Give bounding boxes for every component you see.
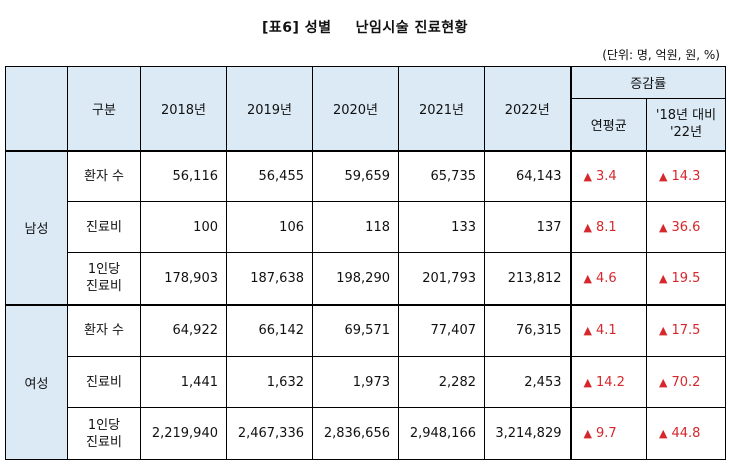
row-label: 1인당 진료비 — [67, 252, 141, 306]
row-label: 환자 수 — [67, 150, 141, 202]
table-row: 1인당 진료비 2,219,940 2,467,336 2,836,656 2,948,… — [6, 407, 726, 460]
value-cell: 1,441 — [140, 356, 227, 408]
header-change-vs: '18년 대비 '22년 — [646, 98, 726, 152]
value-cell: 137 — [484, 201, 571, 253]
row-label: 환자 수 — [67, 304, 141, 357]
value-cell: 100 — [140, 201, 227, 253]
title-main: 성별 — [304, 20, 332, 36]
value-cell: 1,973 — [312, 356, 399, 408]
change-value: 19.5 — [671, 270, 701, 286]
change-vs-cell: ▲ 17.5 — [646, 304, 726, 357]
header-year: 2019년 — [226, 66, 313, 152]
change-avg-cell: ▲ 4.1 — [569, 304, 647, 357]
header-blank — [5, 66, 68, 152]
header-year: 2021년 — [398, 66, 485, 152]
table-row: 1인당 진료비 178,903 187,638 198,290 201,793 213,8… — [6, 252, 726, 306]
up-triangle-icon: ▲ — [583, 271, 592, 285]
change-value: 4.6 — [595, 270, 617, 286]
value-cell: 118 — [312, 201, 399, 253]
value-cell: 64,922 — [140, 304, 227, 357]
value-cell: 178,903 — [140, 252, 227, 306]
value-cell: 2,219,940 — [140, 407, 227, 460]
up-triangle-icon: ▲ — [659, 220, 668, 234]
change-avg-cell: ▲ 14.2 — [569, 356, 647, 408]
value-cell: 64,143 — [484, 150, 571, 202]
change-value: 70.2 — [671, 374, 701, 390]
change-value: 14.2 — [595, 374, 625, 390]
value-cell: 201,793 — [398, 252, 485, 306]
header-year: 2018년 — [140, 66, 227, 152]
change-avg-cell: ▲ 3.4 — [569, 150, 647, 202]
header-category: 구분 — [67, 66, 141, 152]
row-label: 1인당 진료비 — [67, 407, 141, 460]
change-value: 3.4 — [595, 168, 617, 184]
change-avg-cell: ▲ 4.6 — [569, 252, 647, 306]
value-cell: 106 — [226, 201, 313, 253]
up-triangle-icon: ▲ — [583, 427, 592, 440]
value-cell: 2,282 — [398, 356, 485, 408]
up-triangle-icon: ▲ — [583, 375, 592, 389]
value-cell: 76,315 — [484, 304, 571, 357]
change-avg-cell: ▲ 8.1 — [569, 201, 647, 253]
header-change-group: 증감률 — [569, 66, 726, 99]
value-cell: 2,453 — [484, 356, 571, 408]
value-cell: 3,214,829 — [484, 407, 571, 460]
table-row: 남성 환자 수 56,116 56,455 59,659 65,735 64,143 ▲ 3.4… — [5, 150, 726, 306]
value-cell: 77,407 — [398, 304, 485, 357]
up-triangle-icon: ▲ — [583, 220, 592, 234]
group-label: 여성 — [5, 304, 68, 460]
up-triangle-icon: ▲ — [583, 324, 592, 338]
value-cell: 133 — [398, 201, 485, 253]
change-vs-cell: ▲ 70.2 — [646, 356, 726, 408]
value-cell: 59,659 — [312, 150, 399, 202]
unit-note: (단위: 명, 억원, 원, %) — [602, 48, 720, 62]
value-cell: 66,142 — [226, 304, 313, 357]
header-year: 2022년 — [484, 66, 571, 152]
change-value: 9.7 — [595, 426, 617, 441]
header-year: 2020년 — [312, 66, 399, 152]
change-value: 4.1 — [595, 323, 617, 339]
value-cell: 1,632 — [226, 356, 313, 408]
up-triangle-icon: ▲ — [659, 271, 668, 285]
value-cell: 187,638 — [226, 252, 313, 306]
change-value: 44.8 — [671, 426, 701, 441]
change-vs-cell: ▲ 19.5 — [646, 252, 726, 306]
header-change-avg: 연평균 — [569, 98, 647, 152]
value-cell: 69,571 — [312, 304, 399, 357]
table-title: [표6] 성별 난임시술 진료현황 — [0, 17, 730, 37]
row-label: 진료비 — [67, 356, 141, 408]
table-row: 진료비 100 106 118 133 137 ▲ 8.1 ▲ 36.6 — [6, 201, 726, 253]
value-cell: 2,836,656 — [312, 407, 399, 460]
group-label: 남성 — [5, 150, 68, 306]
change-value: 17.5 — [671, 323, 701, 339]
change-vs-cell: ▲ 14.3 — [646, 150, 726, 202]
value-cell: 65,735 — [398, 150, 485, 202]
up-triangle-icon: ▲ — [583, 169, 592, 183]
table-number: [표6] — [262, 20, 300, 36]
up-triangle-icon: ▲ — [659, 375, 668, 389]
up-triangle-icon: ▲ — [659, 427, 668, 440]
value-cell: 213,812 — [484, 252, 571, 306]
change-value: 36.6 — [671, 219, 701, 235]
change-value: 8.1 — [595, 219, 617, 235]
value-cell: 2,467,336 — [226, 407, 313, 460]
title-sub: 난임시술 진료현황 — [355, 20, 468, 36]
value-cell: 2,948,166 — [398, 407, 485, 460]
row-label: 진료비 — [67, 201, 141, 253]
change-avg-cell: ▲ 9.7 — [569, 407, 647, 460]
value-cell: 56,455 — [226, 150, 313, 202]
value-cell: 56,116 — [140, 150, 227, 202]
change-vs-cell: ▲ 44.8 — [646, 407, 726, 460]
value-cell: 198,290 — [312, 252, 399, 306]
data-table: 구분 2018년 2019년 2020년 2021년 2022년 증감률 연평균… — [5, 66, 726, 460]
up-triangle-icon: ▲ — [659, 169, 668, 183]
table-row: 진료비 1,441 1,632 1,973 2,282 2,453 ▲ 14.2 ▲ 70.2 — [6, 356, 726, 408]
up-triangle-icon: ▲ — [659, 324, 668, 338]
table-row: 여성 환자 수 64,922 66,142 69,571 77,407 76,315 ▲ 4.1… — [5, 304, 726, 460]
change-value: 14.3 — [671, 168, 701, 184]
change-vs-cell: ▲ 36.6 — [646, 201, 726, 253]
